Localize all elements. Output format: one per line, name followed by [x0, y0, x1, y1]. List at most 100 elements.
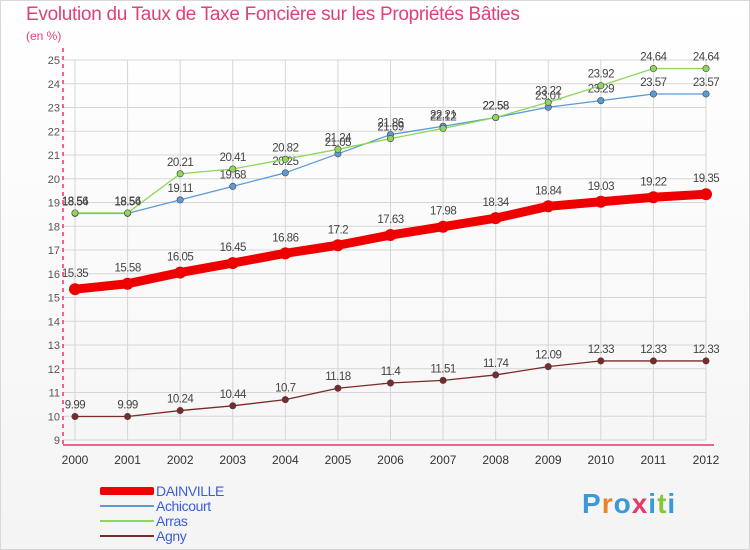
data-label-agny: 11.18 [325, 371, 351, 383]
data-point-agny [649, 357, 657, 365]
data-point-dainville [174, 266, 187, 279]
data-label-achicourt: 21.86 [377, 118, 403, 130]
data-label-achicourt: 23.57 [640, 77, 666, 89]
data-point-achicourt [702, 90, 710, 98]
data-point-agny [386, 379, 394, 387]
y-tick-label: 20 [48, 174, 60, 186]
data-point-achicourt [597, 97, 605, 105]
x-tick-label: 2012 [693, 453, 720, 467]
legend-swatch-arras [100, 520, 154, 522]
data-point-agny [176, 407, 184, 415]
y-tick-label: 24 [48, 79, 60, 91]
data-label-achicourt: 22.21 [430, 109, 456, 121]
data-label-agny: 10.7 [275, 383, 295, 395]
legend-label-dainville: DAINVILLE [156, 483, 224, 499]
data-label-achicourt: 23.29 [588, 84, 614, 96]
data-label-arras: 20.82 [272, 142, 298, 154]
data-point-arras [702, 65, 710, 73]
data-label-agny: 12.09 [535, 350, 561, 362]
data-label-agny: 9.99 [65, 399, 85, 411]
data-point-agny [124, 412, 132, 420]
data-label-dainville: 18.84 [535, 185, 562, 197]
data-label-achicourt: 18.54 [62, 196, 89, 208]
data-label-arras: 22.58 [483, 100, 509, 112]
data-label-achicourt: 21.05 [325, 137, 351, 149]
y-tick-label: 11 [49, 388, 60, 400]
data-point-agny [702, 357, 710, 365]
y-tick-label: 13 [48, 340, 60, 352]
data-label-agny: 10.44 [220, 389, 247, 401]
data-point-dainville [700, 188, 712, 201]
data-label-arras: 20.21 [167, 157, 193, 169]
data-label-agny: 9.99 [117, 399, 137, 411]
data-label-achicourt: 22.58 [483, 100, 509, 112]
logo-letter: t [657, 488, 668, 519]
data-label-agny: 12.33 [588, 344, 614, 356]
data-label-dainville: 17.98 [430, 206, 456, 218]
data-label-achicourt: 23.01 [535, 90, 561, 102]
x-tick-label: 2003 [219, 453, 246, 467]
data-label-achicourt: 19.68 [220, 169, 246, 181]
data-label-arras: 21.24 [325, 132, 352, 144]
data-label-agny: 11.4 [381, 366, 402, 378]
data-point-arras [124, 209, 132, 217]
data-point-dainville [594, 195, 607, 208]
legend-swatch-agny [100, 535, 154, 537]
y-tick-label: 22 [48, 126, 60, 138]
data-point-arras [544, 98, 552, 106]
data-label-achicourt: 19.11 [167, 183, 193, 195]
chart-title: Evolution du Taux de Taxe Foncière sur l… [26, 4, 520, 25]
data-point-dainville [331, 239, 344, 252]
data-label-arras: 23.92 [588, 69, 614, 81]
data-label-agny: 11.74 [483, 358, 510, 370]
logo-letter: x [631, 488, 649, 519]
data-point-agny [439, 376, 447, 384]
data-label-dainville: 15.35 [62, 268, 88, 280]
y-tick-label: 12 [48, 364, 60, 376]
data-label-dainville: 15.58 [114, 263, 140, 275]
x-tick-label: 2002 [167, 453, 194, 467]
data-point-dainville [647, 191, 660, 204]
data-point-achicourt [281, 169, 289, 177]
x-tick-label: 2010 [587, 453, 614, 467]
data-point-achicourt [649, 90, 657, 98]
data-point-arras [439, 124, 447, 132]
data-point-dainville [542, 200, 555, 213]
data-label-arras: 20.41 [220, 152, 246, 164]
data-label-arras: 22.12 [430, 111, 456, 123]
data-label-achicourt: 23.57 [693, 77, 719, 89]
y-tick-label: 10 [48, 411, 60, 423]
data-point-arras [281, 155, 289, 163]
data-label-dainville: 16.86 [272, 232, 298, 244]
legend-label-achicourt: Achicourt [156, 498, 211, 514]
y-tick-label: 15 [48, 293, 60, 305]
data-point-agny [334, 384, 342, 392]
data-point-arras [386, 135, 394, 143]
proxiti-logo: Proxiti [582, 488, 676, 520]
data-label-arras: 24.64 [640, 52, 667, 64]
data-label-arras: 18.56 [62, 196, 88, 208]
x-tick-label: 2005 [325, 453, 352, 467]
data-point-dainville [69, 283, 81, 296]
data-label-dainville: 16.05 [167, 252, 193, 264]
data-point-arras [229, 165, 237, 173]
y-tick-label: 14 [48, 316, 60, 328]
logo-letter: i [667, 488, 677, 519]
x-tick-label: 2007 [430, 453, 457, 467]
data-point-arras [176, 170, 184, 178]
y-tick-label: 21 [48, 150, 60, 162]
data-point-arras [71, 209, 79, 217]
x-tick-label: 2004 [272, 453, 299, 467]
data-label-arras: 24.64 [693, 52, 720, 64]
legend-swatch-dainville [100, 487, 154, 495]
data-point-arras [649, 65, 657, 73]
x-tick-label: 2011 [641, 453, 667, 467]
data-label-agny: 11.51 [430, 363, 456, 375]
data-label-dainville: 17.2 [328, 224, 348, 236]
logo-letter: o [613, 488, 632, 519]
data-label-dainville: 19.22 [640, 176, 666, 188]
data-label-achicourt: 18.54 [114, 196, 141, 208]
data-point-dainville [121, 277, 134, 290]
data-point-agny [281, 396, 289, 404]
